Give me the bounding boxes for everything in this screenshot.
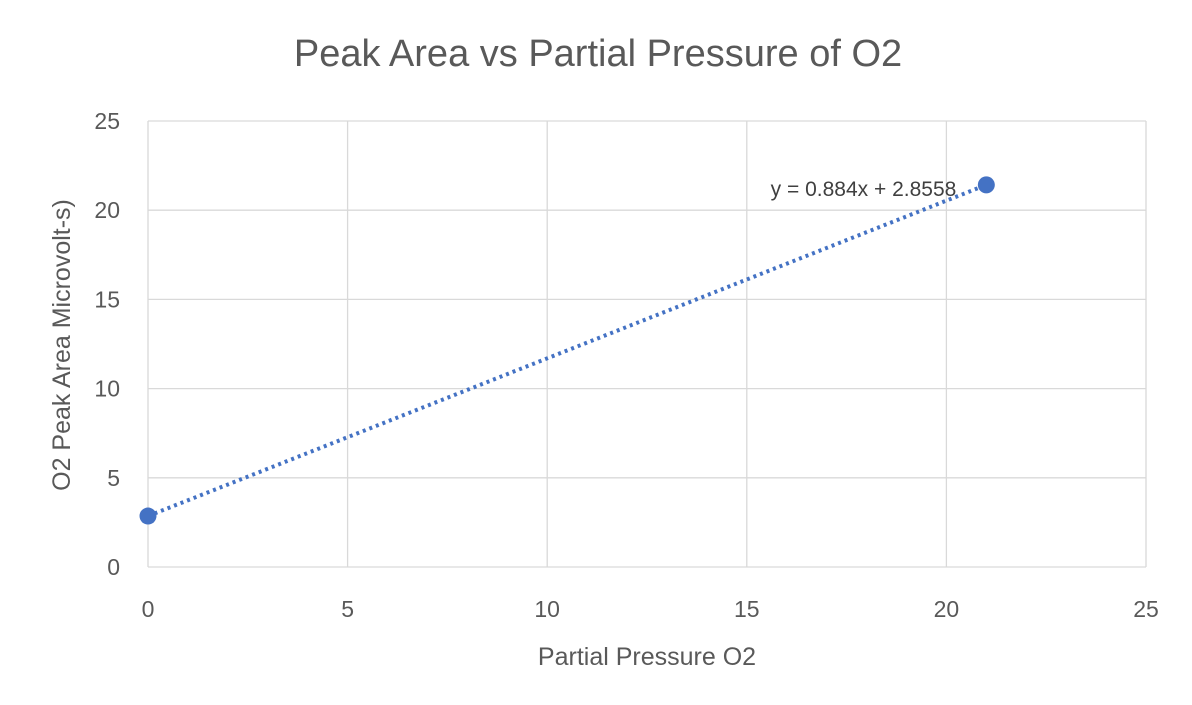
y-tick-label: 20 [94,197,120,223]
y-tick-label: 15 [94,286,120,312]
y-tick-label: 10 [94,376,120,402]
data-point [139,507,157,525]
trendline [147,183,988,518]
tick-labels: 0 5 10 15 20 25 0 5 10 15 20 25 [94,108,1158,622]
x-tick-label: 10 [534,596,560,622]
x-tick-label: 0 [142,596,155,622]
trendline-equation: y = 0.884x + 2.8558 [771,178,957,201]
x-tick-label: 15 [734,596,760,622]
gridlines [147,120,1147,568]
data-points [139,176,995,525]
x-tick-label: 25 [1133,596,1159,622]
y-axis-label: O2 Peak Area Microvolt-s) [48,199,76,491]
trendline-group [147,183,988,518]
x-tick-label: 5 [341,596,354,622]
y-tick-label: 0 [107,554,120,580]
x-tick-label: 20 [934,596,960,622]
x-axis-label: Partial Pressure O2 [538,643,756,671]
chart-title: Peak Area vs Partial Pressure of O2 [294,33,902,75]
y-tick-label: 25 [94,108,120,134]
data-point [977,176,995,194]
y-tick-label: 5 [107,465,120,491]
